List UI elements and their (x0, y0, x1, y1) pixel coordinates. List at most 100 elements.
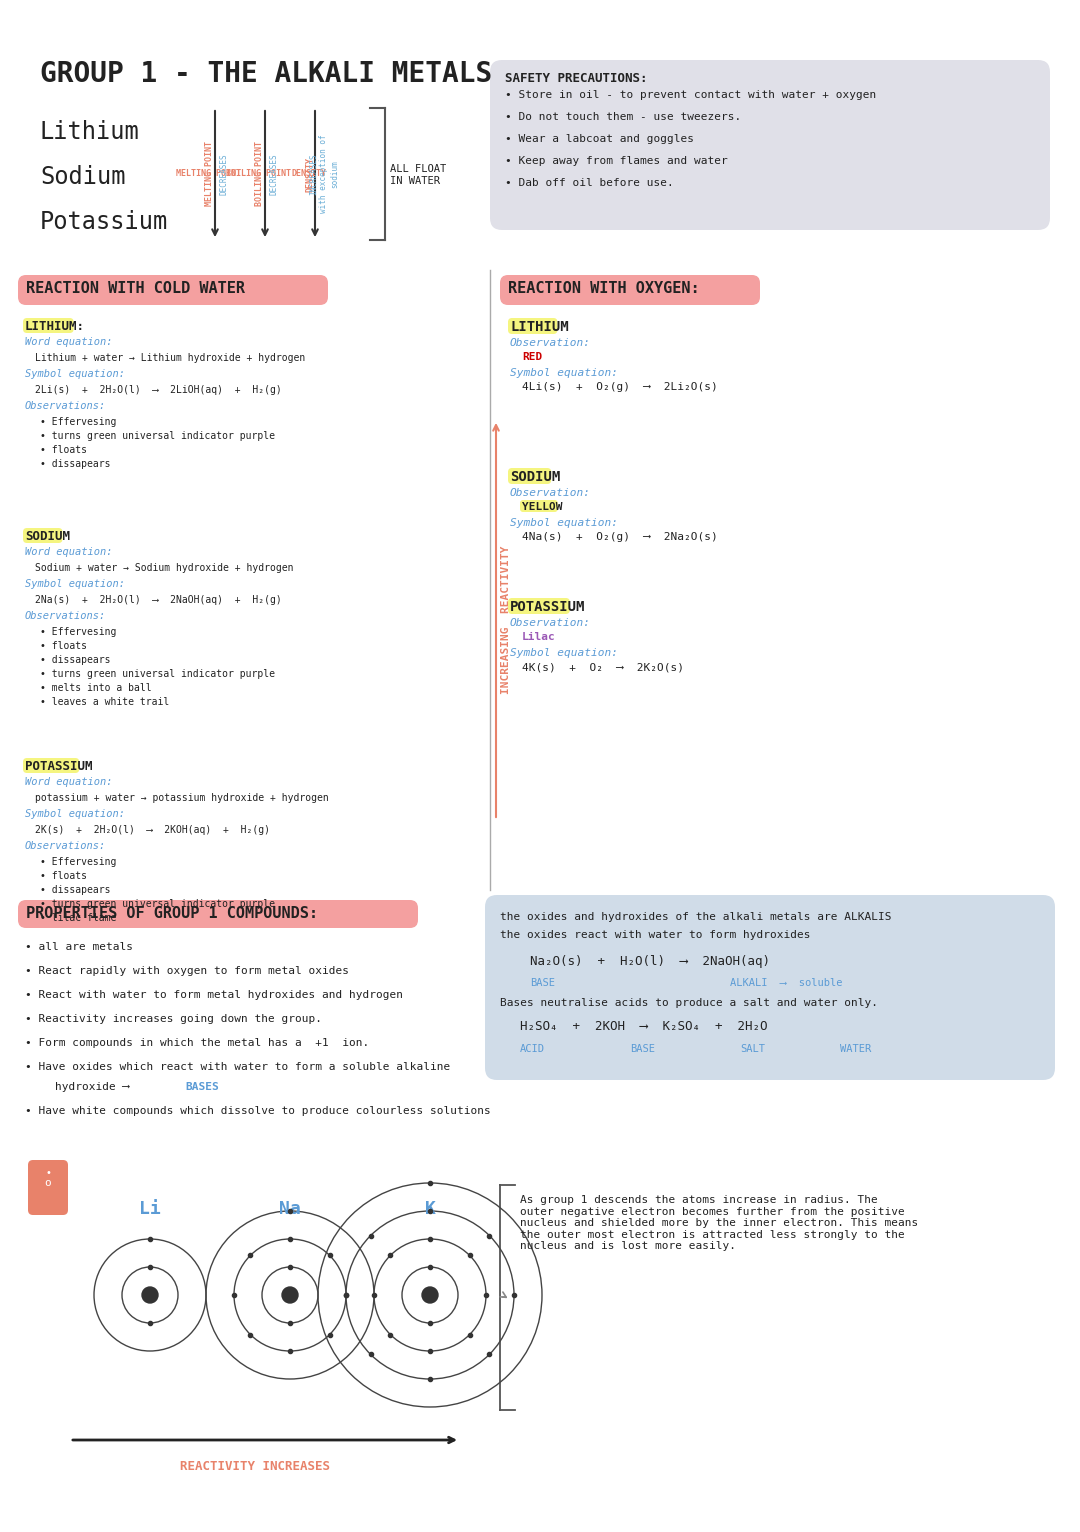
Text: • turns green universal indicator purple: • turns green universal indicator purple (40, 430, 275, 441)
Text: YELLOW: YELLOW (522, 502, 563, 512)
Text: ALL FLOAT
IN WATER: ALL FLOAT IN WATER (390, 164, 446, 185)
Text: GROUP 1 - THE ALKALI METALS: GROUP 1 - THE ALKALI METALS (40, 60, 492, 87)
Text: Word equation:: Word equation: (25, 777, 112, 787)
Text: DECREASES: DECREASES (270, 153, 279, 195)
Text: Observations:: Observations: (25, 611, 106, 620)
Text: the oxides react with water to form hydroxides: the oxides react with water to form hydr… (500, 930, 810, 941)
Text: MELTING POINT: MELTING POINT (205, 141, 215, 207)
FancyBboxPatch shape (519, 499, 557, 512)
Text: DENSITY: DENSITY (292, 170, 326, 179)
Text: Sodium: Sodium (40, 165, 125, 188)
Text: potassium + water → potassium hydroxide + hydrogen: potassium + water → potassium hydroxide … (35, 794, 328, 803)
FancyBboxPatch shape (23, 758, 79, 774)
Text: • Store in oil - to prevent contact with water + oxygen: • Store in oil - to prevent contact with… (505, 90, 876, 100)
Circle shape (141, 1287, 158, 1304)
Text: Observation:: Observation: (510, 339, 591, 348)
FancyBboxPatch shape (490, 60, 1050, 230)
Text: • lilac flame: • lilac flame (40, 913, 117, 922)
Text: Observation:: Observation: (510, 617, 591, 628)
Text: Symbol equation:: Symbol equation: (510, 648, 618, 659)
Text: Observations:: Observations: (25, 401, 106, 411)
Text: SALT: SALT (740, 1043, 765, 1054)
Text: • floats: • floats (40, 872, 87, 881)
Text: • Reactivity increases going down the group.: • Reactivity increases going down the gr… (25, 1014, 322, 1023)
Text: ACID: ACID (519, 1043, 545, 1054)
Text: H₂SO₄  +  2KOH  ⟶  K₂SO₄  +  2H₂O: H₂SO₄ + 2KOH ⟶ K₂SO₄ + 2H₂O (519, 1020, 768, 1033)
Text: INCREASING  REACTIVITY: INCREASING REACTIVITY (501, 545, 511, 694)
Text: Symbol equation:: Symbol equation: (510, 518, 618, 529)
Text: • Effervesing: • Effervesing (40, 417, 117, 427)
FancyBboxPatch shape (508, 319, 557, 334)
Text: 4K(s)  +  O₂  ⟶  2K₂O(s): 4K(s) + O₂ ⟶ 2K₂O(s) (522, 662, 684, 673)
Text: BASE: BASE (630, 1043, 654, 1054)
FancyBboxPatch shape (18, 276, 328, 305)
Text: Observations:: Observations: (25, 841, 106, 850)
Text: Observation:: Observation: (510, 489, 591, 498)
Text: o: o (44, 1178, 52, 1187)
Text: • Effervesing: • Effervesing (40, 627, 117, 637)
Text: • Have oxides which react with water to form a soluble alkaline: • Have oxides which react with water to … (25, 1062, 450, 1072)
Text: WATER: WATER (840, 1043, 872, 1054)
Text: 2K(s)  +  2H₂O(l)  ⟶  2KOH(aq)  +  H₂(g): 2K(s) + 2H₂O(l) ⟶ 2KOH(aq) + H₂(g) (35, 826, 270, 835)
Text: Potassium: Potassium (40, 210, 168, 234)
Text: RED: RED (522, 352, 542, 362)
Text: • dissapears: • dissapears (40, 460, 110, 469)
Text: • Form compounds in which the metal has a  +1  ion.: • Form compounds in which the metal has … (25, 1039, 369, 1048)
Text: SODIUM: SODIUM (510, 470, 561, 484)
Text: • React with water to form metal hydroxides and hydrogen: • React with water to form metal hydroxi… (25, 990, 403, 1000)
Text: • floats: • floats (40, 444, 87, 455)
Text: DENSITY: DENSITY (306, 156, 314, 192)
Text: INCREASES
with exception of
sodium: INCREASES with exception of sodium (309, 135, 339, 213)
FancyBboxPatch shape (508, 467, 551, 484)
Text: REACTION WITH OXYGEN:: REACTION WITH OXYGEN: (508, 280, 700, 296)
Text: • Dab off oil before use.: • Dab off oil before use. (505, 178, 674, 188)
Text: Lithium + water → Lithium hydroxide + hydrogen: Lithium + water → Lithium hydroxide + hy… (35, 352, 306, 363)
Text: POTASSIUM: POTASSIUM (510, 601, 585, 614)
Text: As group 1 descends the atoms increase in radius. The
outer negative electron be: As group 1 descends the atoms increase i… (519, 1195, 918, 1252)
Text: • dissapears: • dissapears (40, 656, 110, 665)
Text: BOILING POINT: BOILING POINT (256, 141, 265, 207)
Text: • turns green universal indicator purple: • turns green universal indicator purple (40, 899, 275, 908)
Text: ALKALI  ⟶  soluble: ALKALI ⟶ soluble (730, 977, 842, 988)
Text: Symbol equation:: Symbol equation: (25, 369, 125, 378)
Text: • Have white compounds which dissolve to produce colourless solutions: • Have white compounds which dissolve to… (25, 1106, 490, 1115)
Text: • dissapears: • dissapears (40, 885, 110, 895)
Text: • Do not touch them - use tweezers.: • Do not touch them - use tweezers. (505, 112, 741, 123)
Text: Na₂O(s)  +  H₂O(l)  ⟶  2NaOH(aq): Na₂O(s) + H₂O(l) ⟶ 2NaOH(aq) (530, 954, 770, 968)
Text: LITHIUM:: LITHIUM: (25, 320, 85, 332)
FancyBboxPatch shape (508, 597, 570, 614)
Text: • Keep away from flames and water: • Keep away from flames and water (505, 156, 728, 165)
Text: • turns green universal indicator purple: • turns green universal indicator purple (40, 669, 275, 679)
Text: Symbol equation:: Symbol equation: (25, 809, 125, 820)
Text: 2Na(s)  +  2H₂O(l)  ⟶  2NaOH(aq)  +  H₂(g): 2Na(s) + 2H₂O(l) ⟶ 2NaOH(aq) + H₂(g) (35, 594, 282, 605)
Text: Lithium: Lithium (40, 119, 139, 144)
Text: Word equation:: Word equation: (25, 337, 112, 348)
Text: Li: Li (139, 1200, 161, 1218)
Text: K: K (424, 1200, 435, 1218)
Text: LITHIUM: LITHIUM (510, 320, 569, 334)
Text: BASES: BASES (185, 1082, 219, 1092)
Text: POTASSIUM: POTASSIUM (25, 760, 93, 774)
Text: SAFETY PRECAUTIONS:: SAFETY PRECAUTIONS: (505, 72, 648, 84)
FancyBboxPatch shape (500, 276, 760, 305)
Text: • leaves a white trail: • leaves a white trail (40, 697, 170, 706)
Text: • Effervesing: • Effervesing (40, 856, 117, 867)
Text: the oxides and hydroxides of the alkali metals are ALKALIS: the oxides and hydroxides of the alkali … (500, 912, 891, 922)
Text: Sodium + water → Sodium hydroxide + hydrogen: Sodium + water → Sodium hydroxide + hydr… (35, 562, 294, 573)
Circle shape (282, 1287, 298, 1304)
Text: • all are metals: • all are metals (25, 942, 133, 951)
Text: 4Li(s)  +  O₂(g)  ⟶  2Li₂O(s): 4Li(s) + O₂(g) ⟶ 2Li₂O(s) (522, 381, 718, 392)
Text: • Wear a labcoat and goggles: • Wear a labcoat and goggles (505, 133, 694, 144)
Text: Na: Na (279, 1200, 301, 1218)
Text: PROPERTIES OF GROUP 1 COMPOUNDS:: PROPERTIES OF GROUP 1 COMPOUNDS: (26, 905, 318, 921)
Text: Lilac: Lilac (522, 633, 556, 642)
Text: Symbol equation:: Symbol equation: (25, 579, 125, 588)
FancyBboxPatch shape (18, 899, 418, 928)
Text: •: • (45, 1167, 51, 1178)
FancyBboxPatch shape (485, 895, 1055, 1080)
Text: Word equation:: Word equation: (25, 547, 112, 558)
Text: Bases neutralise acids to produce a salt and water only.: Bases neutralise acids to produce a salt… (500, 997, 878, 1008)
Text: 4Na(s)  +  O₂(g)  ⟶  2Na₂O(s): 4Na(s) + O₂(g) ⟶ 2Na₂O(s) (522, 532, 718, 542)
Text: 2Li(s)  +  2H₂O(l)  ⟶  2LiOH(aq)  +  H₂(g): 2Li(s) + 2H₂O(l) ⟶ 2LiOH(aq) + H₂(g) (35, 385, 282, 395)
FancyBboxPatch shape (23, 529, 63, 542)
